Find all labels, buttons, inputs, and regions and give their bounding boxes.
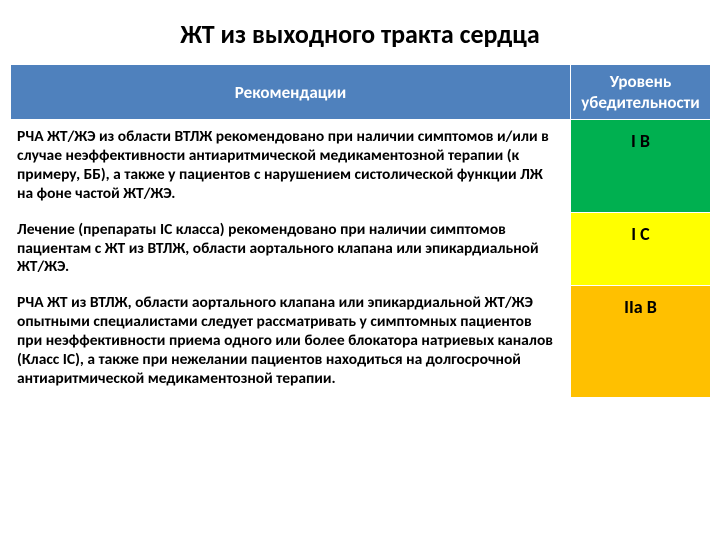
table-row: РЧА ЖТ/ЖЭ из области ВТЛЖ рекомендовано … <box>11 120 711 213</box>
level-cell: I B <box>571 120 711 213</box>
recommendation-text: Лечение (препараты IC класса) рекомендов… <box>11 212 571 286</box>
level-cell: I C <box>571 212 711 286</box>
recommendation-text: РЧА ЖТ/ЖЭ из области ВТЛЖ рекомендовано … <box>11 120 571 213</box>
slide-title: ЖТ из выходного тракта сердца <box>10 18 710 50</box>
slide: ЖТ из выходного тракта сердца Рекомендац… <box>0 0 720 540</box>
col-header-recommendations: Рекомендации <box>11 65 571 120</box>
recommendations-table: Рекомендации Уровень убедительности РЧА … <box>10 64 711 398</box>
table-row: РЧА ЖТ из ВТЛЖ, области аортального клап… <box>11 286 711 398</box>
table-header-row: Рекомендации Уровень убедительности <box>11 65 711 120</box>
table-row: Лечение (препараты IC класса) рекомендов… <box>11 212 711 286</box>
level-cell: IIa B <box>571 286 711 398</box>
recommendation-text: РЧА ЖТ из ВТЛЖ, области аортального клап… <box>11 286 571 398</box>
col-header-level: Уровень убедительности <box>571 65 711 120</box>
